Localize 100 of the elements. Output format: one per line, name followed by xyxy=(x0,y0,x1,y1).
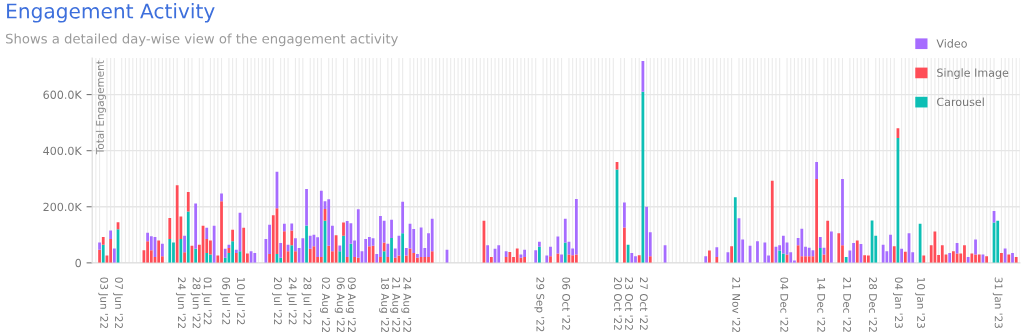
bar xyxy=(545,255,549,263)
bar xyxy=(948,253,952,263)
x-tick-label: 21 Nov '22 xyxy=(732,277,741,333)
bar xyxy=(733,197,737,263)
bar xyxy=(623,202,626,228)
bar xyxy=(301,238,305,263)
bar xyxy=(209,254,212,263)
x-tick-label: 10 Jul '22 xyxy=(235,277,246,325)
bar xyxy=(430,251,434,263)
bar xyxy=(796,245,800,263)
bar xyxy=(290,223,294,231)
bar xyxy=(242,227,246,263)
bar xyxy=(763,242,767,263)
bar xyxy=(231,241,234,263)
bar xyxy=(382,242,386,252)
bar xyxy=(715,247,719,257)
bar xyxy=(538,241,541,247)
x-tick-label: 28 Jun '22 xyxy=(190,277,201,328)
bar xyxy=(294,251,297,263)
bar xyxy=(253,253,257,263)
x-tick-label: 23 Oct '22 xyxy=(625,277,633,330)
bar xyxy=(231,229,234,242)
bar xyxy=(486,245,490,263)
bar xyxy=(571,255,575,263)
x-tick-label: 04 Dec '22 xyxy=(780,277,789,332)
bar xyxy=(401,233,405,263)
x-tick-label: 06 Aug '22 xyxy=(334,277,345,333)
bar xyxy=(534,250,538,263)
bar xyxy=(974,239,977,255)
bar xyxy=(815,161,818,179)
bar xyxy=(556,253,560,263)
y-tick-label: 200.0K xyxy=(43,202,82,212)
bar xyxy=(637,255,641,263)
bar xyxy=(112,248,116,263)
bar xyxy=(412,228,416,254)
bar xyxy=(412,253,416,263)
x-tick-label: 21 Aug '22 xyxy=(390,277,401,333)
bar xyxy=(186,211,190,263)
x-tick-label: 28 Dec '22 xyxy=(869,277,877,332)
bar xyxy=(855,240,859,263)
bar xyxy=(101,237,105,245)
bar xyxy=(172,242,175,263)
bar xyxy=(977,254,981,263)
y-tick-label: 400.0K xyxy=(43,146,82,156)
bar xyxy=(209,240,212,255)
bar xyxy=(830,231,833,263)
bar xyxy=(109,230,113,240)
bar xyxy=(889,234,892,263)
bar xyxy=(866,255,870,263)
chart-subtitle: Shows a detailed day-wise view of the engagement activity xyxy=(5,33,398,47)
bar xyxy=(345,256,349,263)
bar xyxy=(98,249,101,263)
bar xyxy=(996,220,1000,263)
bar xyxy=(563,218,567,243)
bar xyxy=(574,254,578,263)
bar xyxy=(770,180,774,263)
x-tick-label: 14 Dec '22 xyxy=(817,277,826,332)
bar xyxy=(356,209,360,258)
bar xyxy=(342,235,345,263)
bar xyxy=(826,220,830,263)
bar xyxy=(489,256,493,263)
bar xyxy=(379,256,382,263)
bar xyxy=(881,244,885,263)
x-tick-label: 20 Jul '22 xyxy=(272,277,283,325)
bar xyxy=(863,255,867,263)
bar xyxy=(282,231,286,263)
bar xyxy=(504,256,508,263)
bar xyxy=(146,241,149,263)
bar xyxy=(970,253,974,263)
bar xyxy=(778,250,782,263)
bar xyxy=(101,244,105,263)
bar xyxy=(342,222,345,236)
bar xyxy=(179,239,183,263)
x-tick-label: 24 Jun '22 xyxy=(175,277,186,328)
bar xyxy=(563,242,567,263)
bar xyxy=(205,227,209,240)
bar xyxy=(852,242,855,263)
bar xyxy=(308,248,312,263)
bar xyxy=(423,256,427,263)
bar xyxy=(1014,256,1018,263)
bar xyxy=(1007,254,1011,263)
x-tick-label: 24 Jul '22 xyxy=(286,277,297,325)
bar xyxy=(364,239,368,263)
bar xyxy=(922,255,926,263)
x-tick-label: 03 Jun '22 xyxy=(98,277,109,328)
bar xyxy=(815,179,818,263)
bar xyxy=(345,221,349,257)
bar xyxy=(966,256,970,263)
bar xyxy=(390,237,393,263)
bar xyxy=(781,235,785,254)
bar xyxy=(818,247,822,263)
x-tick-label: 04 Jan '23 xyxy=(892,277,903,328)
x-tick-label: 28 Jul '22 xyxy=(301,277,312,325)
bar xyxy=(183,252,186,263)
bar xyxy=(818,237,822,248)
bar xyxy=(841,179,844,246)
bar xyxy=(634,256,637,263)
bar xyxy=(645,206,648,263)
bar xyxy=(98,242,101,250)
y-tick-label: 600.0K xyxy=(43,90,82,99)
